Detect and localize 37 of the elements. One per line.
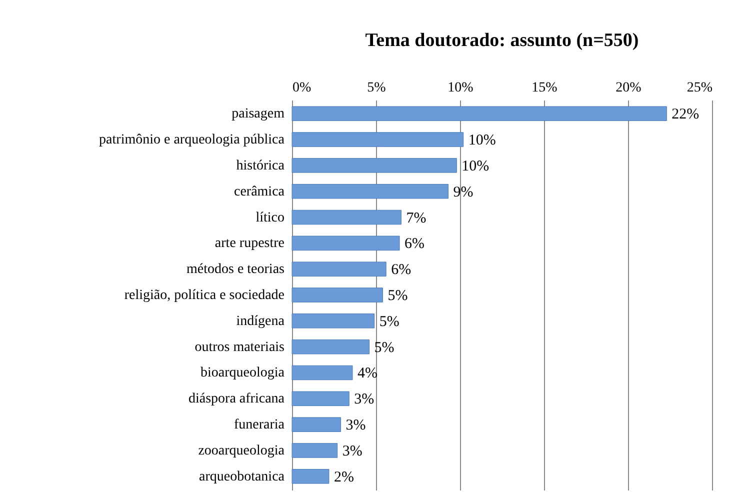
x-tick-label: 15% — [532, 80, 558, 96]
y-tick-label: histórica — [236, 158, 286, 174]
data-label: 4% — [357, 366, 378, 382]
x-tick-label: 10% — [448, 80, 474, 96]
data-label: 10% — [462, 158, 490, 174]
x-tick-label: 25% — [686, 80, 713, 96]
data-label: 10% — [468, 132, 496, 149]
y-tick-label: métodos e teorias — [186, 262, 284, 278]
data-label: 5% — [374, 340, 394, 356]
data-label: 22% — [672, 106, 700, 123]
y-tick-label: lítico — [256, 210, 284, 226]
y-tick-label: patrimônio e arqueologia pública — [99, 132, 286, 148]
y-tick-label: arqueobotanica — [198, 469, 286, 484]
x-tick-label: 0% — [292, 80, 312, 96]
y-tick-label: indígena — [236, 314, 286, 329]
y-tick-label: arte rupestre — [214, 236, 284, 252]
x-tick-label: 20% — [616, 80, 642, 96]
y-tick-label: paisagem — [232, 106, 285, 122]
data-label: 7% — [406, 210, 426, 226]
y-tick-label: zooarqueologia — [198, 443, 286, 458]
y-tick-label: funeraria — [234, 418, 286, 433]
data-label: 6% — [391, 262, 412, 278]
data-label: 9% — [453, 184, 474, 200]
chart-title: Tema doutorado: assunto (n=550) — [365, 30, 639, 51]
y-tick-label: outros materiais — [194, 340, 284, 355]
y-tick-label: diáspora africana — [188, 392, 286, 407]
y-tick-label: bioarqueologia — [200, 366, 286, 381]
data-label: 3% — [354, 392, 374, 408]
y-tick-label: religião, política e sociedade — [124, 288, 284, 303]
data-label: 2% — [334, 469, 354, 486]
y-tick-label: cerâmica — [234, 184, 286, 200]
data-label: 3% — [342, 443, 362, 460]
x-tick-label: 5% — [367, 80, 386, 96]
data-label: 5% — [379, 314, 400, 330]
data-label: 6% — [404, 236, 425, 252]
data-label: 5% — [388, 288, 408, 304]
data-label: 3% — [346, 418, 366, 434]
